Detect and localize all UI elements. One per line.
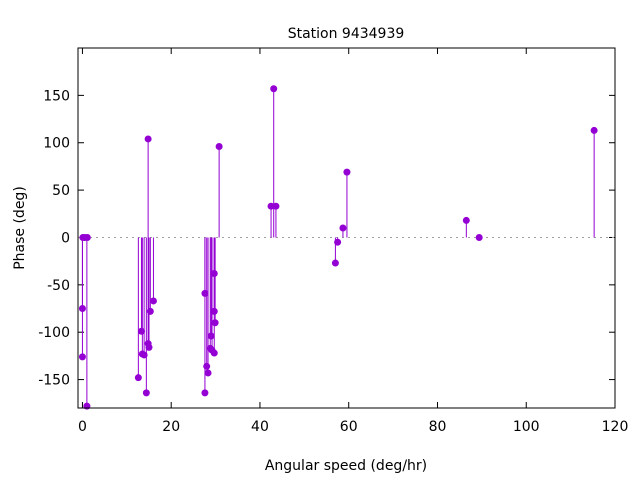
data-point <box>144 135 152 143</box>
data-point <box>134 374 142 382</box>
data-point <box>343 168 351 176</box>
x-tick-label: 40 <box>251 419 269 435</box>
data-point <box>270 85 278 93</box>
data-point <box>462 216 470 224</box>
data-point <box>204 369 212 377</box>
data-point <box>203 362 211 370</box>
data-point <box>149 297 157 305</box>
data-point <box>215 143 223 151</box>
y-axis-label: Phase (deg) <box>12 186 28 270</box>
data-point <box>331 259 339 267</box>
data-point <box>339 224 347 232</box>
x-tick-label: 100 <box>513 419 540 435</box>
data-marks <box>78 85 615 410</box>
y-tick-label: 0 <box>61 230 70 246</box>
data-point <box>145 343 153 351</box>
x-tick-label: 120 <box>602 419 629 435</box>
y-tick-label: -150 <box>38 373 70 389</box>
data-point <box>146 307 154 315</box>
y-tick-label: 100 <box>43 136 70 152</box>
x-tick-label: 60 <box>340 419 358 435</box>
data-point <box>83 402 91 410</box>
plot-border <box>77 47 616 409</box>
data-point <box>272 202 280 210</box>
chart-title: Station 9434939 <box>288 26 405 42</box>
data-point <box>210 349 218 357</box>
y-tick-label: 150 <box>43 88 70 104</box>
y-tick-label: -50 <box>47 278 70 294</box>
data-point <box>201 289 209 297</box>
data-point <box>137 327 145 335</box>
data-point <box>201 389 209 397</box>
data-point <box>590 126 598 134</box>
axis-ticks: 0 20 40 60 80 100 120 -150 -100 -50 0 50 100 150 <box>38 48 628 435</box>
data-point <box>211 319 219 327</box>
x-tick-label: 0 <box>78 419 87 435</box>
data-point <box>210 307 218 315</box>
data-point <box>475 233 483 241</box>
data-point <box>142 389 150 397</box>
data-point <box>334 238 342 246</box>
data-point <box>267 202 275 210</box>
y-tick-label: -100 <box>38 325 70 341</box>
data-point <box>83 233 91 241</box>
data-point <box>207 332 215 340</box>
y-tick-label: 50 <box>52 183 70 199</box>
x-tick-label: 20 <box>162 419 180 435</box>
x-axis-label: Angular speed (deg/hr) <box>265 458 427 474</box>
x-tick-label: 80 <box>429 419 447 435</box>
data-point <box>78 353 86 361</box>
